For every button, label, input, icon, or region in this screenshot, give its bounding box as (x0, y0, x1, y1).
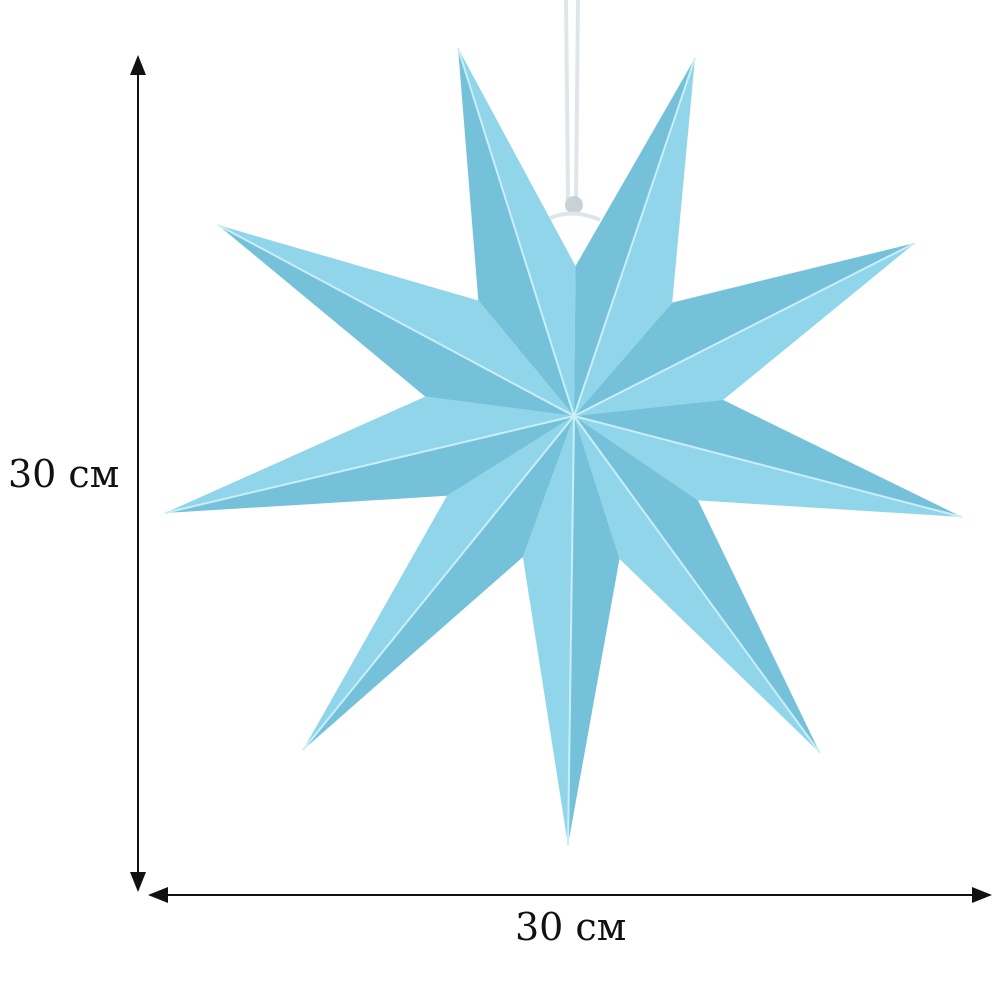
width-label: 30 см (515, 905, 627, 949)
star-crease (573, 57, 696, 417)
star-point-face-right (522, 416, 574, 845)
star-point-face-left (574, 399, 962, 517)
star-crease (457, 47, 575, 417)
star-crease (164, 415, 575, 514)
star-crease (573, 242, 916, 417)
star-crease (567, 415, 575, 846)
star-crease (217, 224, 575, 417)
star (164, 47, 963, 846)
star-crease (302, 415, 575, 751)
star-point-face-right (165, 396, 574, 513)
star-crease (573, 415, 963, 518)
hanger-string (549, 0, 601, 222)
star-point-face-left (568, 416, 620, 845)
star-crease (573, 415, 821, 754)
height-label: 30 см (8, 452, 120, 496)
